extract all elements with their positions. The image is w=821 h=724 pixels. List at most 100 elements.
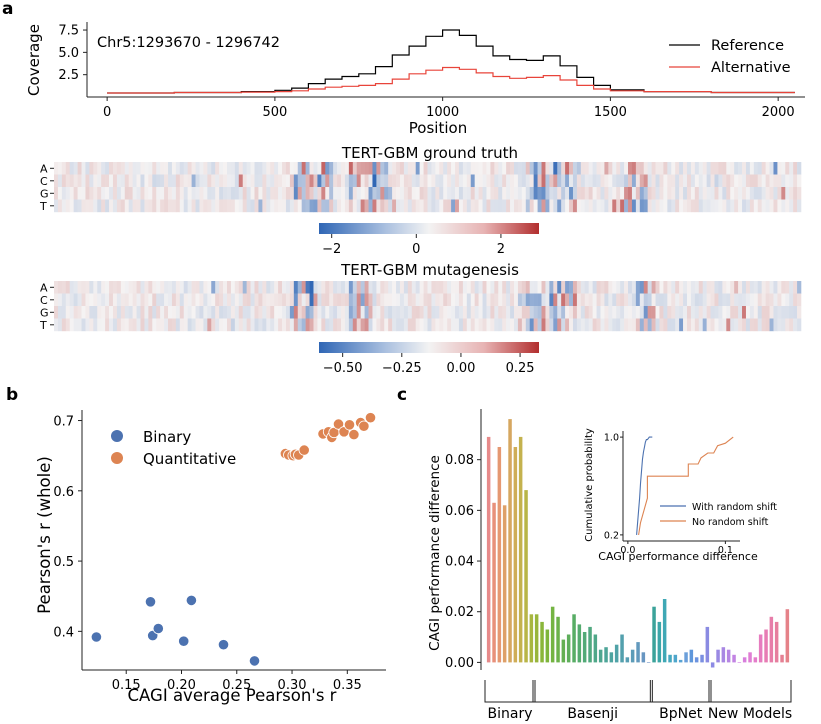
ground-truth-cell (663, 199, 668, 213)
ground-truth-cell (352, 199, 358, 213)
ground-truth-cell (576, 199, 582, 213)
ground-truth-cell (415, 199, 420, 213)
mutagenesis-cell (553, 281, 558, 294)
ground-truth-cell (490, 174, 495, 188)
mutagenesis-cell (211, 318, 216, 332)
mutagenesis-cell (631, 318, 637, 332)
ground-truth-cell (643, 199, 648, 213)
mutagenesis-cell (718, 293, 723, 307)
ground-truth-cell (274, 162, 279, 175)
ground-truth-cell (553, 162, 558, 175)
ground-truth-cell (112, 187, 118, 200)
ground-truth-cell (388, 187, 393, 200)
mutagenesis-cell (282, 281, 287, 294)
ground-truth-cell (399, 162, 405, 175)
mutagenesis-cell (722, 281, 727, 294)
coverage-x-tick-label: 1000 (426, 105, 459, 120)
mutagenesis-cell (274, 306, 279, 319)
ground-truth-cell (112, 199, 118, 213)
mutagenesis-cell (478, 306, 483, 319)
mutagenesis-cell (329, 306, 334, 319)
mutagenesis-cell (588, 293, 593, 307)
ground-truth-cell (435, 174, 440, 188)
ground-truth-cell (431, 199, 436, 213)
bar (593, 634, 598, 663)
coverage-y-tick-label: 7.5 (58, 24, 79, 39)
inset-x-tick-label: 0.1 (718, 545, 733, 556)
mutagenesis-cell (686, 306, 692, 319)
ground-truth-cell (136, 162, 141, 175)
ground-truth-cell (140, 199, 145, 213)
mutagenesis-cell (785, 281, 790, 294)
mutagenesis-cell (498, 293, 503, 307)
ground-truth-cell (679, 199, 684, 213)
ground-truth-cell (462, 199, 468, 213)
ground-truth-title: TERT-GBM ground truth (341, 144, 518, 162)
ground-truth-cell (683, 187, 688, 200)
mutagenesis-cell (659, 281, 664, 294)
mutagenesis-cell (419, 306, 424, 319)
mutagenesis-cell (203, 281, 208, 294)
ground-truth-cell (156, 199, 161, 213)
mutagenesis-cell (73, 318, 78, 332)
ground-truth-cell (77, 174, 82, 188)
ground-truth-cell (561, 174, 566, 188)
bar-y-tick-label: 0.02 (445, 605, 474, 620)
mutagenesis-cell (356, 281, 361, 294)
ground-truth-cell (364, 199, 369, 213)
ground-truth-cell (171, 174, 177, 188)
bar (518, 436, 523, 663)
mutagenesis-cell (470, 306, 475, 319)
bar (710, 662, 715, 668)
ground-truth-row-label: C (40, 175, 48, 188)
ground-truth-cell (396, 162, 401, 175)
mutagenesis-cell (698, 306, 704, 319)
ground-truth-cell (112, 174, 118, 188)
inset-y-tick-label: 0.2 (604, 530, 619, 541)
mutagenesis-cell (596, 293, 601, 307)
mutagenesis-cell (262, 281, 267, 294)
ground-truth-cell (529, 187, 534, 200)
mutagenesis-cell (561, 281, 566, 294)
mutagenesis-cell (403, 293, 409, 307)
ground-truth-cell (333, 199, 338, 213)
mutagenesis-cell (203, 306, 208, 319)
mutagenesis-cell (407, 293, 413, 307)
ground-truth-cell (223, 162, 228, 175)
group-bracket (708, 680, 792, 703)
ground-truth-cell (635, 187, 641, 200)
ground-truth-cell (596, 174, 601, 188)
mutagenesis-cell (356, 306, 361, 319)
mutagenesis-cell (360, 293, 365, 307)
mutagenesis-cell (179, 281, 185, 294)
ground-truth-cell (462, 174, 468, 188)
mutagenesis-cell (643, 281, 648, 294)
ground-truth-cell (384, 199, 389, 213)
mutagenesis-cell (246, 281, 251, 294)
ground-truth-cell (726, 199, 731, 213)
mutagenesis-cell (671, 306, 676, 319)
ground-truth-cell (773, 162, 778, 175)
ground-truth-cell (423, 199, 428, 213)
ground-truth-cell (191, 199, 196, 213)
ground-truth-cell (105, 187, 110, 200)
mutagenesis-cell (293, 318, 299, 332)
ground-truth-cell (360, 199, 365, 213)
ground-truth-cell (219, 162, 224, 175)
ground-truth-cell (89, 187, 94, 200)
mutagenesis-cell (65, 306, 71, 319)
ground-truth-cell (246, 199, 251, 213)
ground-truth-cell (797, 162, 802, 175)
ground-truth-cell (223, 199, 228, 213)
mutagenesis-cell (384, 306, 389, 319)
ground-truth-cell (757, 199, 762, 213)
ground-truth-cell (419, 199, 424, 213)
ground-truth-cell (773, 199, 778, 213)
ground-truth-cell (392, 162, 397, 175)
ground-truth-cell (258, 199, 263, 213)
ground-truth-cell (777, 162, 782, 175)
ground-truth-cell (415, 187, 420, 200)
ground-truth-cell (199, 162, 204, 175)
mutagenesis-cell (773, 281, 778, 294)
mutagenesis-cell (289, 281, 295, 294)
